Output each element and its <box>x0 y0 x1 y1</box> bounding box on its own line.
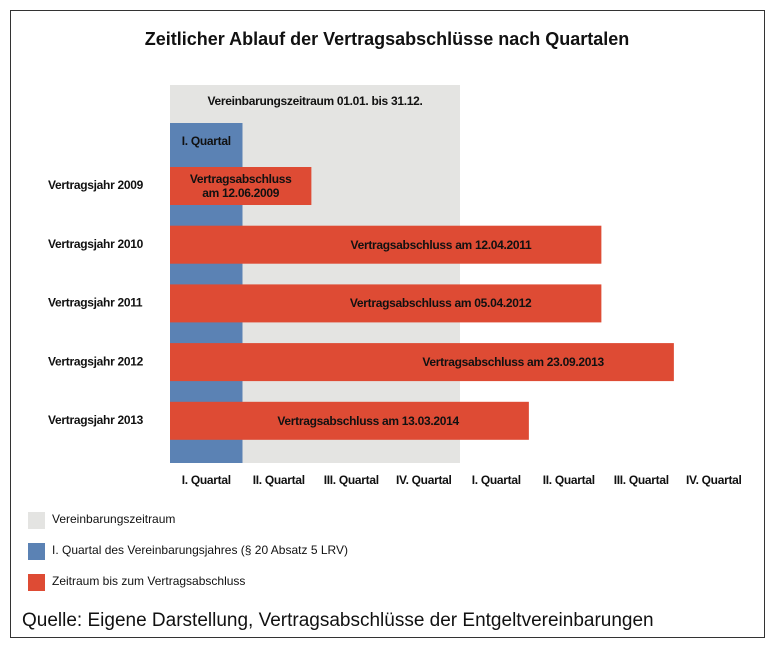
y-tick-label: Vertragsjahr 2012 <box>48 354 144 368</box>
bar-label-box: Vertragsabschluss am 12.06.2009 <box>189 172 292 200</box>
y-tick-label: Vertragsjahr 2011 <box>48 296 143 310</box>
bar <box>170 284 602 323</box>
bar-label-box: Vertragsabschluss am 13.03.2014 <box>277 413 459 428</box>
bar-label-box: Vertragsabschluss am 23.09.2013 <box>422 355 604 370</box>
x-tick-label: I. Quartal <box>182 473 231 487</box>
bar-label: Vertragsabschluss am 12.06.2009 <box>189 172 292 200</box>
legend-label: Zeitraum bis zum Vertragsabschluss <box>52 574 245 588</box>
y-tick-label: Vertragsjahr 2013 <box>48 413 144 427</box>
y-tick-label: Vertragsjahr 2010 <box>48 237 144 251</box>
x-tick-label: II. Quartal <box>253 473 305 487</box>
x-tick-label: IV. Quartal <box>396 473 452 487</box>
bar-label: Vertragsabschluss am 23.09.2013 <box>422 355 604 370</box>
bar-label: Vertragsabschluss am 05.04.2012 <box>349 296 532 311</box>
bar-label: Vertragsabschluss am 12.04.2011 <box>350 237 532 252</box>
span-label: Vereinbarungszeitraum 01.01. bis 31.12. <box>207 94 422 108</box>
legend-swatch <box>28 543 45 560</box>
bar <box>170 401 529 440</box>
bar-label: Vertragsabschluss am 13.03.2014 <box>277 413 459 428</box>
x-tick-label: IV. Quartal <box>686 473 742 487</box>
chart-title: Zeitlicher Ablauf der Vertragsabschlüsse… <box>145 29 630 49</box>
bar <box>170 343 674 382</box>
bar <box>170 225 602 264</box>
x-tick-label: II. Quartal <box>543 473 595 487</box>
legend-swatch <box>28 574 45 591</box>
bar <box>170 167 312 205</box>
legend-label: Vereinbarungszeitraum <box>52 512 175 526</box>
bar-label-box: Vertragsabschluss am 05.04.2012 <box>349 296 532 311</box>
x-tick-label: I. Quartal <box>472 473 521 487</box>
span-label: I. Quartal <box>182 134 231 148</box>
legend-swatch <box>28 512 45 529</box>
source: Quelle: Eigene Darstellung, Vertragsabsc… <box>22 610 654 631</box>
x-tick-label: III. Quartal <box>614 473 669 487</box>
frame <box>10 10 765 638</box>
y-tick-label: Vertragsjahr 2009 <box>48 178 144 192</box>
x-tick-label: III. Quartal <box>324 473 379 487</box>
bar-label-box: Vertragsabschluss am 12.04.2011 <box>350 237 532 252</box>
legend-label: I. Quartal des Vereinbarungsjahres (§ 20… <box>52 543 348 557</box>
